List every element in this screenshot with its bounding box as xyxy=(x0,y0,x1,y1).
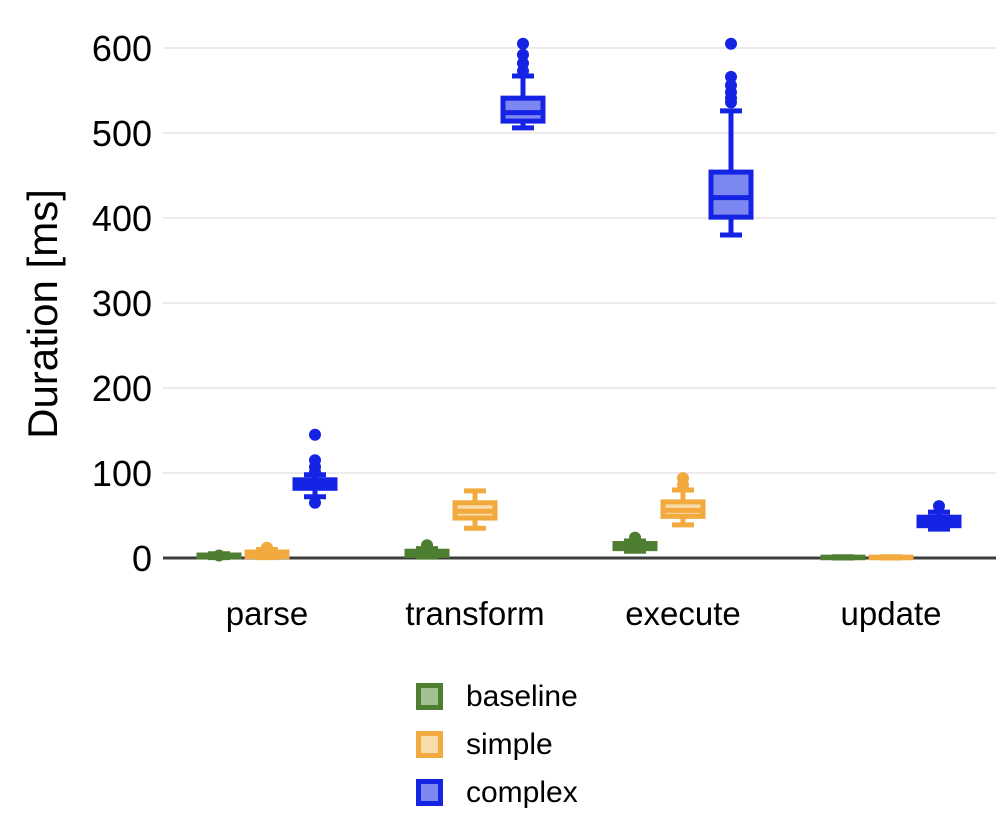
box-execute-baseline xyxy=(612,531,658,554)
legend-label-complex: complex xyxy=(466,776,578,809)
legend-item-complex: complex xyxy=(416,776,578,809)
y-axis-title: Duration [ms] xyxy=(19,189,66,439)
outlier-dot xyxy=(517,37,529,50)
outlier-dot xyxy=(933,500,945,513)
legend-swatch-simple-icon xyxy=(416,731,443,758)
x-tick-label-parse: parse xyxy=(226,595,309,632)
outlier-dot xyxy=(725,79,737,92)
box-transform-complex xyxy=(500,37,546,131)
outlier-dot xyxy=(629,531,641,544)
y-tick-label-200: 200 xyxy=(92,368,152,409)
legend-swatch-complex-icon xyxy=(416,779,443,806)
chart-canvas: 0 100 200 300 400 500 600 parse transform execute… xyxy=(92,28,996,632)
legend: baseline simple complex xyxy=(416,680,578,809)
x-tick-label-transform: transform xyxy=(405,595,544,632)
legend-item-baseline: baseline xyxy=(416,680,578,713)
box-update-baseline xyxy=(820,554,866,561)
box-update-simple xyxy=(868,554,914,561)
box-execute-simple xyxy=(660,472,706,528)
outlier-dot xyxy=(309,428,321,441)
box-parse-baseline xyxy=(196,549,242,562)
y-tick-label-0: 0 xyxy=(132,538,152,579)
x-tick-label-execute: execute xyxy=(625,595,741,632)
box-parse-complex xyxy=(292,428,338,509)
box-execute-complex xyxy=(708,37,754,238)
box-parse-simple xyxy=(244,541,290,561)
outlier-dot xyxy=(725,70,737,83)
y-tick-label-100: 100 xyxy=(92,453,152,494)
outlier-dot xyxy=(309,454,321,467)
outlier-dot xyxy=(725,37,737,50)
legend-label-simple: simple xyxy=(466,728,553,761)
x-tick-label-update: update xyxy=(841,595,942,632)
box-transform-baseline xyxy=(404,539,450,560)
y-tick-label-300: 300 xyxy=(92,283,152,324)
outlier-dot xyxy=(309,496,321,509)
outlier-dot xyxy=(421,539,433,552)
box-transform-simple xyxy=(452,488,498,531)
outlier-dot xyxy=(213,549,225,562)
outlier-dot xyxy=(261,541,273,554)
legend-swatch-baseline-icon xyxy=(416,683,443,710)
outlier-dot xyxy=(517,48,529,61)
box-update-complex xyxy=(916,500,962,532)
legend-label-baseline: baseline xyxy=(466,680,578,713)
legend-item-simple: simple xyxy=(416,728,578,761)
outlier-dot xyxy=(517,57,529,70)
y-tick-label-600: 600 xyxy=(92,28,152,69)
outlier-dot xyxy=(677,472,689,485)
y-tick-label-400: 400 xyxy=(92,198,152,239)
y-tick-label-500: 500 xyxy=(92,113,152,154)
